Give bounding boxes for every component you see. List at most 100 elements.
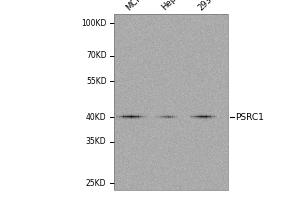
Bar xyxy=(177,112,178,113)
Bar xyxy=(164,116,165,117)
Bar xyxy=(121,116,122,117)
Bar xyxy=(190,115,191,116)
Bar xyxy=(170,120,171,121)
Bar xyxy=(192,112,193,113)
Bar xyxy=(158,113,159,114)
Bar xyxy=(193,111,194,112)
Bar xyxy=(198,116,199,117)
Bar xyxy=(160,119,161,120)
Bar xyxy=(127,111,128,112)
Bar xyxy=(160,114,161,115)
Bar xyxy=(130,111,131,112)
Bar xyxy=(121,111,122,112)
Bar xyxy=(167,119,168,120)
Bar xyxy=(116,119,117,120)
Bar xyxy=(118,121,119,122)
Bar xyxy=(135,117,136,118)
Bar xyxy=(159,116,160,117)
Bar xyxy=(160,114,161,115)
Bar xyxy=(204,116,205,117)
Bar xyxy=(123,111,124,112)
Bar xyxy=(168,113,169,114)
Bar xyxy=(199,115,200,116)
Bar xyxy=(195,116,196,117)
Bar xyxy=(209,112,210,113)
Bar xyxy=(140,116,141,117)
Bar xyxy=(132,120,133,121)
Bar xyxy=(139,112,140,113)
Bar xyxy=(189,117,190,118)
Bar xyxy=(197,119,198,120)
Bar xyxy=(126,121,127,122)
Bar xyxy=(124,120,125,121)
Bar xyxy=(210,114,211,115)
Bar xyxy=(162,112,163,113)
Bar xyxy=(160,117,161,118)
Bar xyxy=(199,117,200,118)
Bar xyxy=(192,119,193,120)
Bar xyxy=(129,117,130,118)
Bar xyxy=(161,120,162,121)
Bar xyxy=(119,119,120,120)
Bar xyxy=(169,118,170,119)
Bar xyxy=(125,121,126,122)
Bar xyxy=(158,120,159,121)
Bar xyxy=(134,112,135,113)
Bar xyxy=(161,112,162,113)
Bar xyxy=(216,116,217,117)
Bar xyxy=(126,119,127,120)
Bar xyxy=(212,120,213,121)
Bar xyxy=(208,111,209,112)
Bar xyxy=(133,111,134,112)
Bar xyxy=(138,117,139,118)
Bar xyxy=(131,114,132,115)
Bar xyxy=(210,120,211,121)
Bar xyxy=(203,116,204,117)
Bar xyxy=(209,111,210,112)
Bar xyxy=(205,116,206,117)
Bar xyxy=(117,114,118,115)
Bar xyxy=(133,116,134,117)
Bar xyxy=(193,111,194,112)
Bar xyxy=(137,119,138,120)
Bar xyxy=(208,113,209,114)
Bar xyxy=(139,116,140,117)
Bar xyxy=(138,116,140,117)
Bar xyxy=(212,116,213,117)
Bar xyxy=(124,116,125,117)
Bar xyxy=(131,111,132,112)
Bar xyxy=(159,113,160,114)
Bar xyxy=(145,117,146,118)
Bar xyxy=(212,111,213,112)
Bar xyxy=(162,119,163,120)
Bar xyxy=(144,118,145,119)
Bar xyxy=(158,115,159,116)
Bar xyxy=(127,118,128,119)
Bar xyxy=(176,116,177,117)
Bar xyxy=(117,115,118,116)
Bar xyxy=(160,119,161,120)
Bar xyxy=(131,113,132,114)
Bar xyxy=(157,114,158,115)
Bar xyxy=(134,121,135,122)
Bar xyxy=(165,113,166,114)
Bar xyxy=(132,113,133,114)
Bar xyxy=(199,112,200,113)
Bar xyxy=(168,120,169,121)
Bar xyxy=(116,112,117,113)
Bar xyxy=(157,117,158,118)
Bar xyxy=(195,115,196,116)
Bar xyxy=(131,120,132,121)
Bar xyxy=(118,119,119,120)
Bar xyxy=(206,117,207,118)
Bar xyxy=(128,117,129,118)
Bar xyxy=(173,114,174,115)
Bar xyxy=(123,111,124,112)
Bar xyxy=(174,112,175,113)
Bar xyxy=(191,119,192,120)
Text: 100KD: 100KD xyxy=(81,19,106,27)
Bar xyxy=(162,113,163,114)
Bar xyxy=(116,115,117,116)
Bar xyxy=(200,114,201,115)
Bar xyxy=(190,112,191,113)
